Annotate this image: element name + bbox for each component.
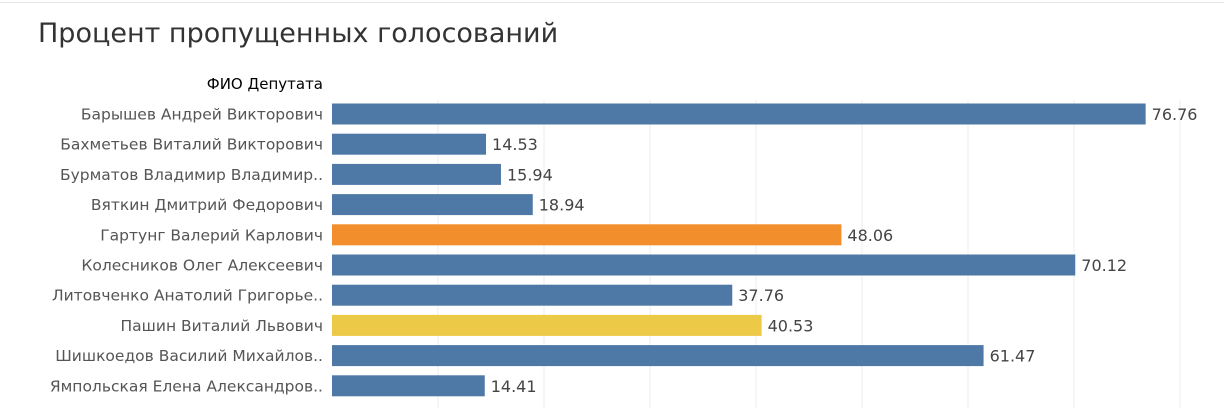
category-label: Бурматов Владимир Владимир.. — [60, 166, 323, 184]
bar-value-label: 48.06 — [847, 226, 893, 245]
bar[interactable] — [332, 194, 533, 216]
bar-value-label: 40.53 — [768, 316, 814, 335]
category-label: Литовченко Анатолий Григорье.. — [52, 287, 323, 305]
category-label: Вяткин Дмитрий Федорович — [91, 196, 323, 214]
bar[interactable] — [332, 103, 1146, 125]
bar-value-label: 14.41 — [491, 377, 537, 396]
category-label: Колесников Олег Алексеевич — [81, 257, 323, 275]
bar[interactable] — [332, 284, 733, 306]
bar[interactable] — [332, 314, 762, 336]
bar[interactable] — [332, 375, 485, 397]
bar-value-label: 37.76 — [738, 286, 784, 305]
category-label: Ямпольская Елена Александров.. — [50, 377, 323, 395]
category-label: Пашин Виталий Львович — [121, 317, 323, 335]
category-label: Барышев Андрей Викторович — [81, 106, 323, 124]
category-label: Шишкоедов Василий Михайлов.. — [55, 347, 323, 365]
category-label: Бахметьев Виталий Викторович — [60, 136, 323, 154]
bar-value-label: 15.94 — [507, 165, 553, 184]
bar-value-label: 76.76 — [1152, 105, 1198, 124]
bar-value-label: 70.12 — [1081, 256, 1127, 275]
bar[interactable] — [332, 254, 1076, 276]
category-label: Гартунг Валерий Карлович — [100, 226, 323, 244]
bar-value-label: 14.53 — [492, 135, 538, 154]
bar[interactable] — [332, 345, 984, 367]
bar-value-label: 61.47 — [990, 347, 1036, 366]
chart-title: Процент пропущенных голосований — [38, 18, 559, 49]
bar[interactable] — [332, 224, 842, 246]
bar[interactable] — [332, 163, 501, 185]
bar[interactable] — [332, 133, 487, 155]
bar-value-label: 18.94 — [539, 196, 585, 215]
row-header-label: ФИО Депутата — [206, 75, 323, 93]
top-divider — [0, 2, 1224, 3]
